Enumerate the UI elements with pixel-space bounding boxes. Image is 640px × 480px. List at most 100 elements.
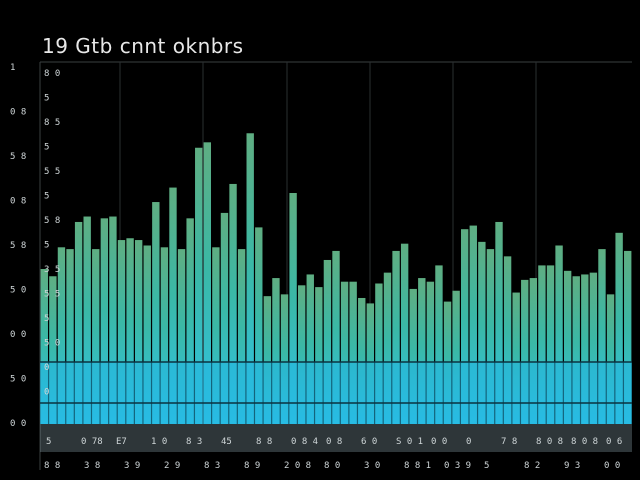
x-axis-band <box>40 424 632 452</box>
x-tick-label-bottom-13: 9 3 <box>564 461 580 471</box>
bar-23 <box>237 249 246 424</box>
x-tick-label-bottom-4: 8 3 <box>204 461 220 471</box>
bar-62 <box>572 276 580 424</box>
bar-45 <box>426 281 435 424</box>
y-tick-label-inner-9: 5 5 <box>44 290 60 300</box>
bar-61 <box>563 270 572 424</box>
bar-49 <box>461 229 469 424</box>
x-tick-label-top-13: 7 8 <box>501 437 517 447</box>
bar-48 <box>452 290 460 424</box>
bar-53 <box>495 221 503 424</box>
bar-20 <box>212 247 220 424</box>
bar-8 <box>109 216 117 424</box>
bar-3 <box>66 249 74 424</box>
bar-50 <box>469 225 477 424</box>
bar-29 <box>289 193 297 424</box>
bar-44 <box>418 278 426 424</box>
y-tick-label-inner-4: 5 5 <box>44 167 60 177</box>
y-tick-label-inner-12: 0 <box>44 363 49 373</box>
bar-64 <box>589 272 598 424</box>
bar-63 <box>581 274 589 424</box>
x-tick-label-top-9: 6 0 <box>361 437 377 447</box>
bar-17 <box>186 218 194 424</box>
x-tick-label-bottom-7: 8 0 <box>324 461 340 471</box>
bar-55 <box>512 292 520 424</box>
bar-43 <box>409 288 417 424</box>
x-tick-label-bottom-3: 2 9 <box>164 461 180 471</box>
y-tick-label-outer-0: 1 <box>10 63 15 73</box>
bar-9 <box>117 240 126 424</box>
bar-13 <box>152 202 160 424</box>
x-tick-label-top-15: 8 0 8 <box>571 437 598 447</box>
bar-19 <box>203 142 211 424</box>
y-tick-label-inner-1: 5 <box>44 94 49 104</box>
x-tick-label-top-5: 45 <box>221 437 232 447</box>
bar-41 <box>392 250 400 424</box>
band-highlight <box>40 362 632 424</box>
x-tick-label-top-1: 0 78 <box>81 437 103 447</box>
bar-16 <box>177 249 186 424</box>
bar-25 <box>255 227 263 424</box>
bar-10 <box>126 238 134 424</box>
bar-12 <box>143 245 151 424</box>
y-tick-label-inner-10: 5 <box>44 314 49 324</box>
x-tick-label-bottom-0: 8 8 <box>44 461 60 471</box>
y-tick-label-inner-6: 5 8 <box>44 216 60 226</box>
y-tick-label-outer-3: 0 8 <box>10 197 26 207</box>
x-tick-label-top-6: 8 8 <box>256 437 272 447</box>
bar-37 <box>358 297 366 424</box>
x-tick-label-bottom-9: 8 8 1 <box>404 461 431 471</box>
y-tick-label-inner-5: 5 <box>44 192 49 202</box>
y-tick-label-outer-2: 5 8 <box>10 152 26 162</box>
bar-22 <box>229 183 237 424</box>
bar-2 <box>57 247 66 424</box>
bar-32 <box>315 287 323 424</box>
y-tick-label-inner-2: 8 5 <box>44 118 60 128</box>
bar-35 <box>340 281 349 424</box>
y-tick-label-outer-5: 5 0 <box>10 286 26 296</box>
x-tick-label-top-12: 0 <box>466 437 471 447</box>
x-tick-label-top-7: 0 8 4 <box>291 437 318 447</box>
bar-39 <box>375 283 383 424</box>
bar-66 <box>606 294 615 424</box>
chart-title: 19 Gtb cnnt oknbrs <box>42 34 244 58</box>
y-tick-label-inner-3: 5 <box>44 143 49 153</box>
bar-56 <box>521 279 529 424</box>
bar-33 <box>323 259 332 424</box>
bar-54 <box>503 256 512 424</box>
y-tick-label-inner-0: 8 0 <box>44 69 60 79</box>
y-tick-label-outer-8: 0 0 <box>10 419 26 429</box>
x-tick-label-top-3: 1 0 <box>151 437 167 447</box>
bar-27 <box>272 278 280 424</box>
x-tick-label-bottom-2: 3 9 <box>124 461 140 471</box>
x-tick-label-bottom-5: 8 9 <box>244 461 260 471</box>
bar-42 <box>400 243 409 424</box>
x-tick-label-bottom-8: 3 0 <box>364 461 380 471</box>
y-tick-label-outer-7: 5 0 <box>10 375 26 385</box>
x-tick-label-bottom-14: 0 0 <box>604 461 620 471</box>
y-tick-label-outer-1: 0 8 <box>10 108 26 118</box>
y-tick-label-inner-11: 5 0 <box>44 339 60 349</box>
y-tick-label-inner-8: 3 5 <box>44 265 60 275</box>
x-tick-label-bottom-6: 2 0 8 <box>284 461 311 471</box>
bar-15 <box>169 187 177 424</box>
bar-11 <box>134 240 143 424</box>
bar-57 <box>529 278 538 424</box>
x-tick-label-top-16: 0 6 <box>606 437 622 447</box>
bar-59 <box>546 265 555 424</box>
bar-7 <box>100 218 109 424</box>
y-tick-label-outer-6: 0 0 <box>10 330 26 340</box>
x-tick-label-top-8: 0 8 <box>326 437 342 447</box>
bar-14 <box>160 247 169 424</box>
bar-52 <box>486 249 495 424</box>
bar-1 <box>49 276 57 424</box>
bar-26 <box>263 296 272 424</box>
bar-31 <box>306 274 314 424</box>
bar-36 <box>349 281 357 424</box>
bar-34 <box>332 250 340 424</box>
bar-6 <box>92 249 100 424</box>
x-tick-label-top-14: 8 0 8 <box>536 437 563 447</box>
bar-30 <box>297 285 306 424</box>
bar-21 <box>220 212 229 424</box>
bar-67 <box>615 232 623 424</box>
